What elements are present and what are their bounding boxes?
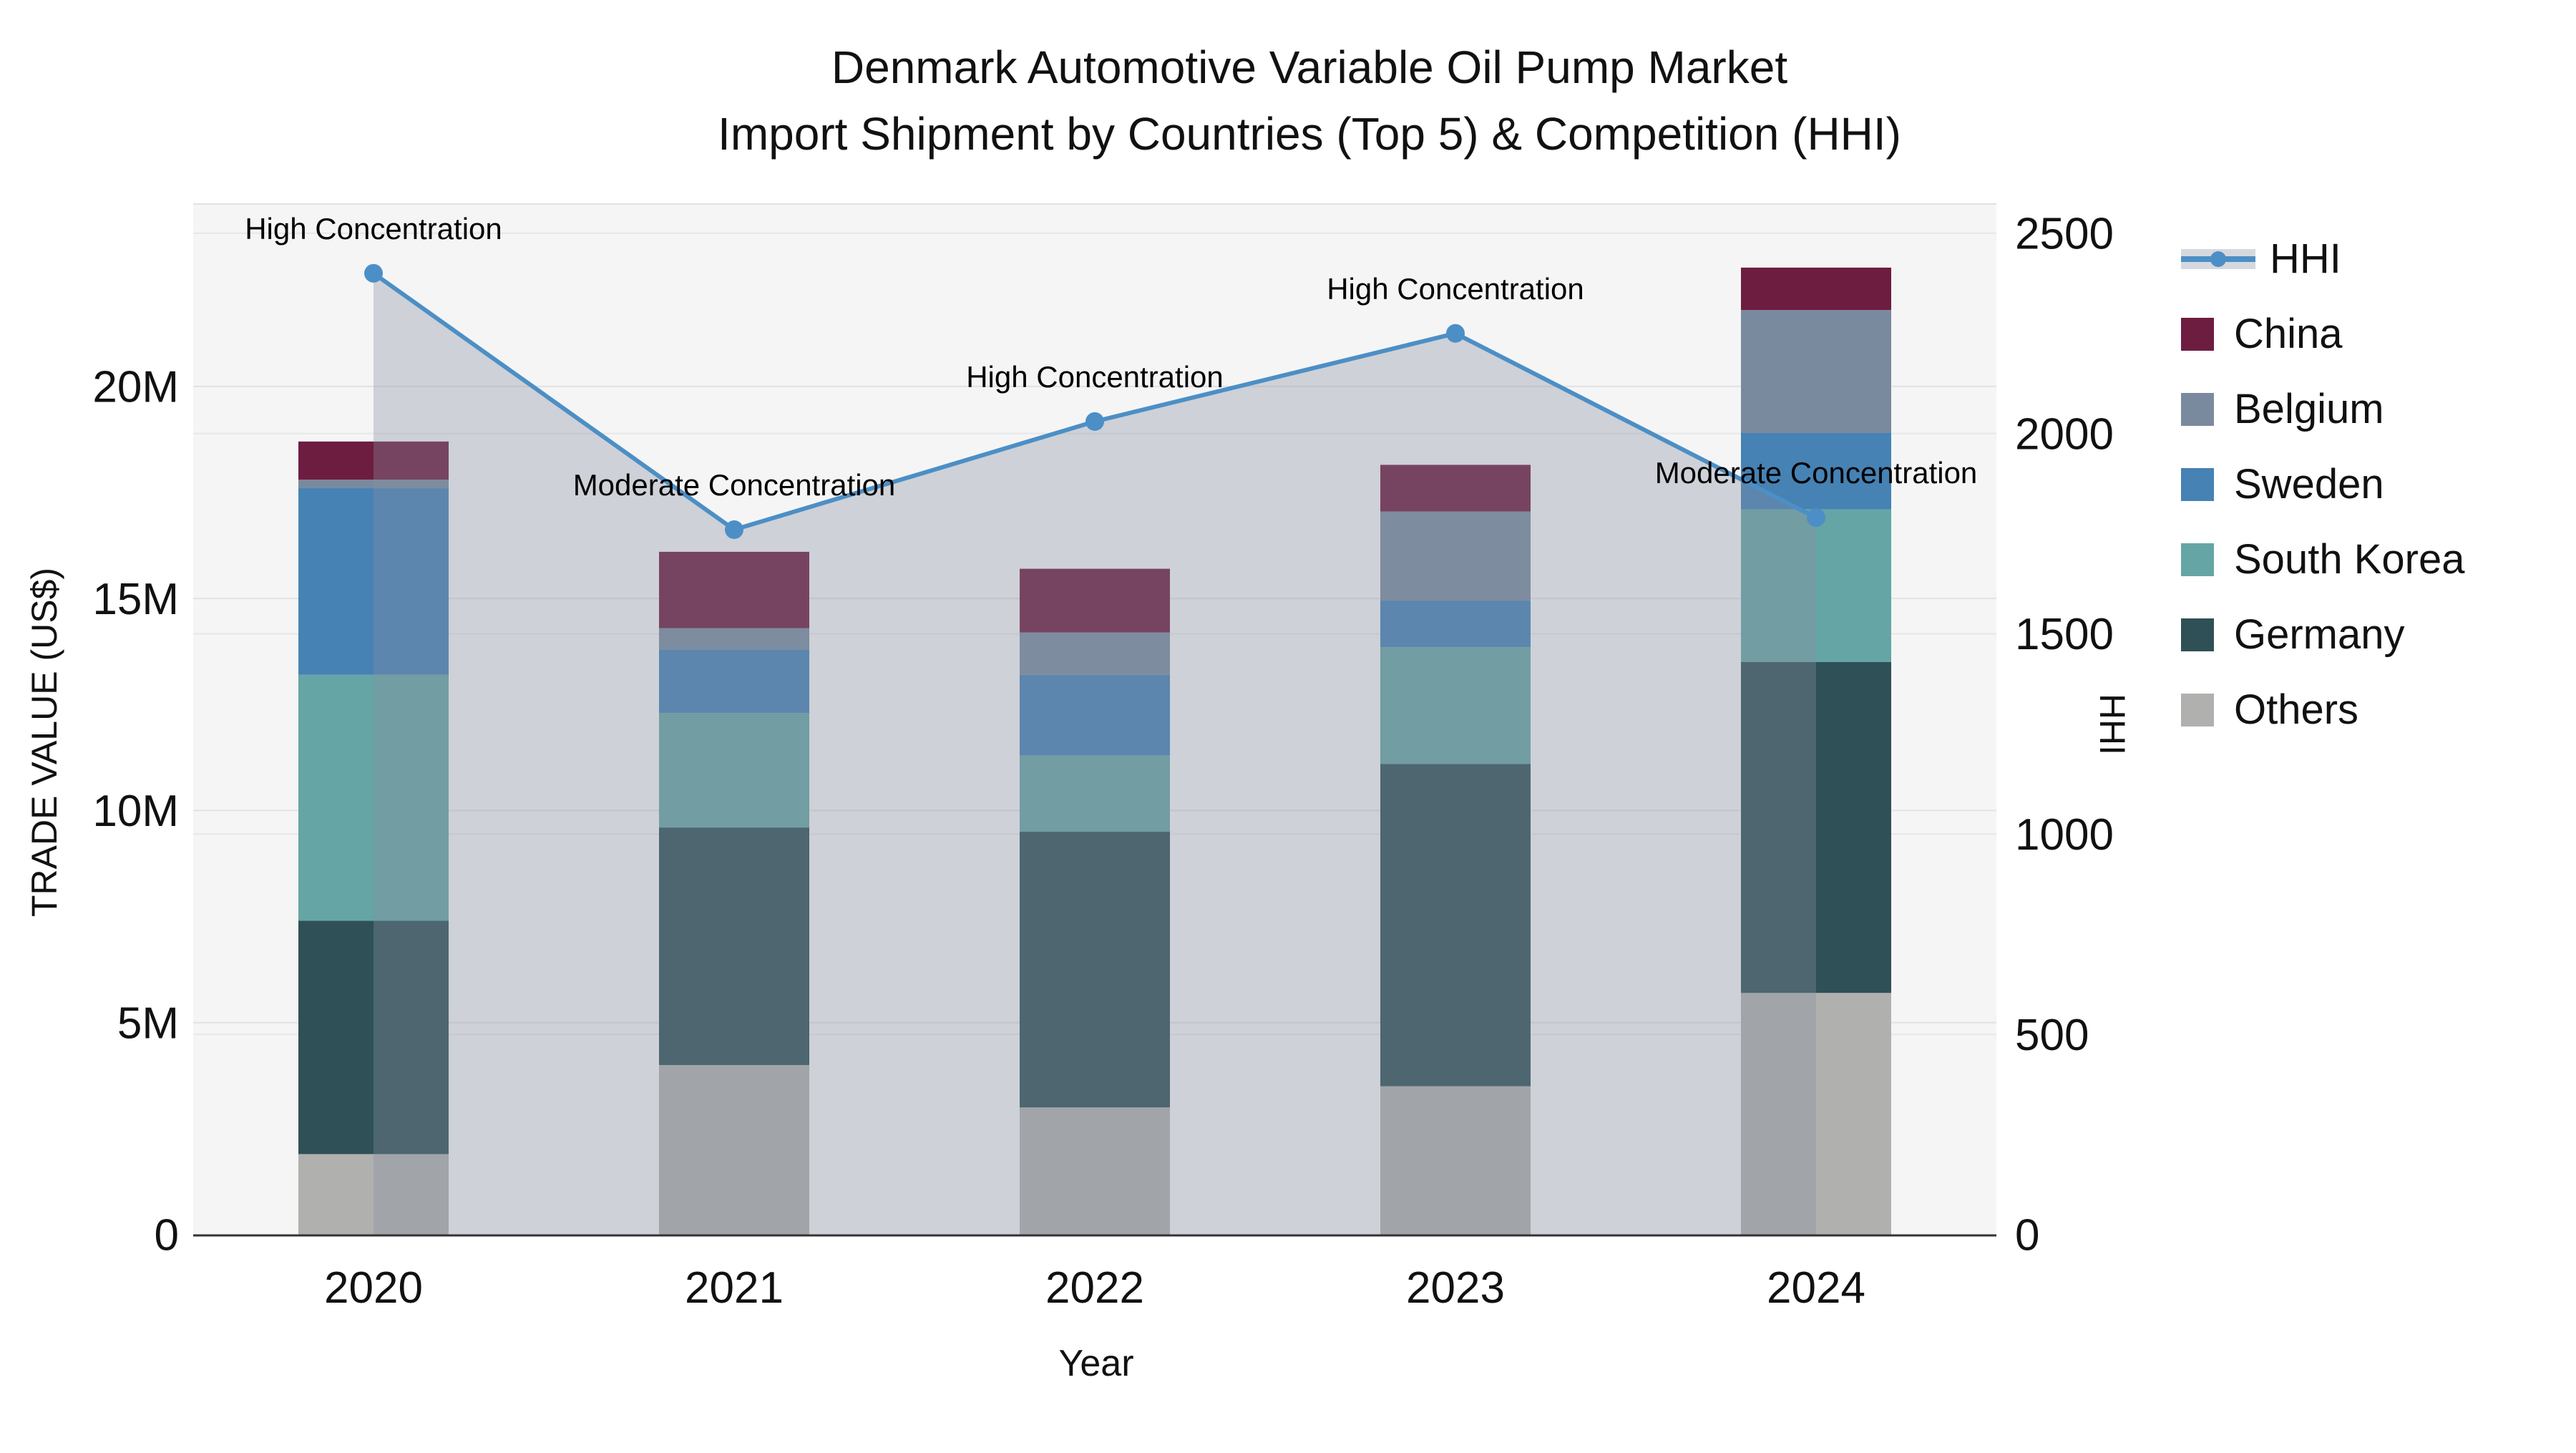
bar-segment-others-2023[interactable] bbox=[1380, 1086, 1531, 1235]
legend-item-others[interactable]: Others bbox=[2181, 686, 2464, 734]
hhi-marker-2023[interactable] bbox=[1446, 324, 1465, 343]
bar-segment-south-korea-2022[interactable] bbox=[1020, 755, 1170, 832]
y-left-tick-5M: 5M bbox=[117, 998, 179, 1048]
annotation-2022: High Concentration bbox=[966, 360, 1224, 394]
bar-segment-south-korea-2024[interactable] bbox=[1741, 509, 1891, 662]
legend-item-belgium[interactable]: Belgium bbox=[2181, 385, 2464, 433]
hhi-area-fill bbox=[374, 273, 1816, 1235]
hhi-marker-2020[interactable] bbox=[364, 263, 383, 283]
y-left-tick-10M: 10M bbox=[92, 787, 179, 836]
bar-segment-belgium-2022[interactable] bbox=[1020, 632, 1170, 675]
bar-segment-china-2022[interactable] bbox=[1020, 568, 1170, 633]
bar-segment-germany-2023[interactable] bbox=[1380, 764, 1531, 1087]
bar-segment-sweden-2021[interactable] bbox=[659, 649, 809, 714]
bar-segment-others-2024[interactable] bbox=[1741, 993, 1891, 1235]
bar-segment-china-2024[interactable] bbox=[1741, 267, 1891, 311]
y-right-tick-1500: 1500 bbox=[2015, 610, 2114, 659]
legend: HHI China Belgium Sweden South Korea Germany O… bbox=[2181, 235, 2464, 761]
annotation-2021: Moderate Concentration bbox=[573, 468, 896, 502]
bar-segment-germany-2021[interactable] bbox=[659, 827, 809, 1065]
legend-swatch-icon bbox=[2181, 543, 2214, 576]
bar-segment-belgium-2021[interactable] bbox=[659, 628, 809, 650]
x-tick-2021: 2021 bbox=[685, 1263, 784, 1313]
bar-segment-sweden-2022[interactable] bbox=[1020, 674, 1170, 756]
hhi-line-icon bbox=[2181, 247, 2255, 271]
legend-label: HHI bbox=[2270, 235, 2341, 282]
bar-segment-china-2021[interactable] bbox=[659, 551, 809, 628]
bar-segment-sweden-2024[interactable] bbox=[1741, 433, 1891, 510]
bar-segment-others-2022[interactable] bbox=[1020, 1107, 1170, 1235]
legend-label: Germany bbox=[2234, 611, 2405, 658]
legend-swatch-icon bbox=[2181, 317, 2214, 351]
bar-segment-belgium-2020[interactable] bbox=[298, 480, 449, 489]
legend-swatch-icon bbox=[2181, 392, 2214, 426]
legend-swatch-icon bbox=[2181, 693, 2214, 726]
y-left-tick-15M: 15M bbox=[92, 575, 179, 624]
bar-segment-belgium-2023[interactable] bbox=[1380, 511, 1531, 601]
y-right-tick-2000: 2000 bbox=[2015, 409, 2114, 459]
chart-title-line1: Denmark Automotive Variable Oil Pump Mar… bbox=[831, 42, 1788, 93]
x-tick-2022: 2022 bbox=[1045, 1263, 1144, 1313]
legend-item-sweden[interactable]: Sweden bbox=[2181, 460, 2464, 508]
legend-item-south-korea[interactable]: South Korea bbox=[2181, 535, 2464, 583]
y-left-tick-0: 0 bbox=[155, 1211, 179, 1260]
y-left-tick-20M: 20M bbox=[92, 363, 179, 412]
legend-label: Belgium bbox=[2234, 386, 2384, 432]
y-axis-title-left: TRADE VALUE (US$) bbox=[24, 567, 64, 918]
legend-label: Sweden bbox=[2234, 461, 2384, 507]
bar-segment-others-2020[interactable] bbox=[298, 1154, 449, 1235]
chart-title: Denmark Automotive Variable Oil Pump Mar… bbox=[718, 34, 1901, 167]
legend-item-hhi[interactable]: HHI bbox=[2181, 235, 2464, 283]
hhi-marker-2021[interactable] bbox=[725, 520, 743, 540]
bar-segment-china-2020[interactable] bbox=[298, 441, 449, 480]
legend-swatch-icon bbox=[2181, 618, 2214, 651]
chart-title-line2: Import Shipment by Countries (Top 5) & C… bbox=[718, 107, 1901, 160]
annotation-2020: High Concentration bbox=[245, 212, 502, 246]
bar-segment-china-2023[interactable] bbox=[1380, 465, 1531, 512]
annotation-2023: High Concentration bbox=[1327, 272, 1584, 306]
bar-segment-germany-2020[interactable] bbox=[298, 920, 449, 1155]
x-tick-2024: 2024 bbox=[1767, 1263, 1865, 1313]
legend-swatch-icon bbox=[2181, 467, 2214, 501]
bar-segment-sweden-2023[interactable] bbox=[1380, 601, 1531, 648]
legend-label: Others bbox=[2234, 686, 2359, 733]
y-axis-title-right: HHI bbox=[2092, 693, 2132, 756]
bar-segment-sweden-2020[interactable] bbox=[298, 488, 449, 675]
bar-segment-south-korea-2020[interactable] bbox=[298, 674, 449, 921]
y-right-tick-1000: 1000 bbox=[2015, 810, 2114, 860]
x-axis-title: Year bbox=[1058, 1343, 1134, 1384]
x-tick-2020: 2020 bbox=[324, 1263, 423, 1313]
y-right-tick-2500: 2500 bbox=[2015, 210, 2114, 259]
bar-segment-germany-2024[interactable] bbox=[1741, 662, 1891, 993]
bar-segment-others-2021[interactable] bbox=[659, 1064, 809, 1235]
x-tick-2023: 2023 bbox=[1406, 1263, 1505, 1313]
legend-item-germany[interactable]: Germany bbox=[2181, 611, 2464, 659]
legend-label: China bbox=[2234, 311, 2343, 357]
hhi-marker-2024[interactable] bbox=[1807, 508, 1825, 528]
bar-segment-germany-2022[interactable] bbox=[1020, 832, 1170, 1108]
annotation-2024: Moderate Concentration bbox=[1655, 456, 1978, 490]
bar-segment-south-korea-2021[interactable] bbox=[659, 713, 809, 828]
y-right-tick-500: 500 bbox=[2015, 1011, 2089, 1060]
y-right-tick-0: 0 bbox=[2015, 1211, 2039, 1260]
legend-label: South Korea bbox=[2234, 536, 2465, 583]
legend-item-china[interactable]: China bbox=[2181, 310, 2464, 358]
bar-segment-belgium-2024[interactable] bbox=[1741, 310, 1891, 433]
bar-segment-south-korea-2023[interactable] bbox=[1380, 647, 1531, 764]
hhi-marker-2022[interactable] bbox=[1085, 412, 1104, 431]
